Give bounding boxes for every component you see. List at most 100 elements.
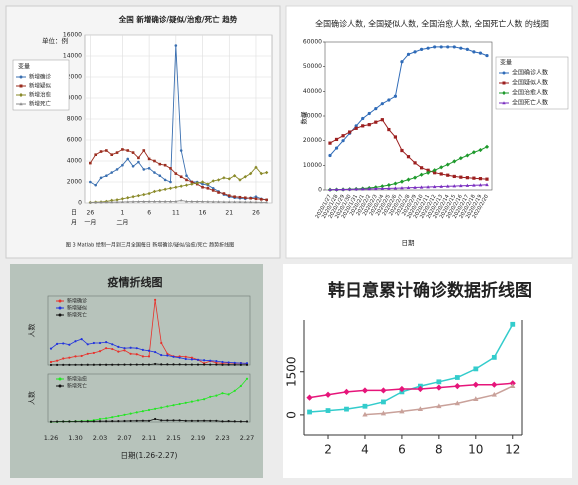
marker <box>62 342 65 345</box>
marker <box>399 179 405 184</box>
marker <box>439 184 443 188</box>
marker <box>433 45 437 49</box>
marker <box>485 182 489 187</box>
marker <box>19 75 23 79</box>
x-tick-label: 1 <box>120 210 124 217</box>
marker <box>19 102 23 106</box>
marker <box>19 93 23 97</box>
marker <box>147 349 151 352</box>
marker <box>120 197 125 201</box>
marker <box>196 358 200 361</box>
marker <box>163 187 167 192</box>
marker <box>160 341 163 345</box>
marker <box>227 177 231 181</box>
marker <box>484 144 490 149</box>
marker <box>117 345 120 348</box>
marker <box>233 420 236 423</box>
marker <box>459 175 463 179</box>
marker <box>216 178 221 182</box>
y-tick-label: 30000 <box>303 113 322 120</box>
marker <box>341 134 345 138</box>
marker <box>347 187 352 191</box>
marker <box>478 147 483 153</box>
marker <box>105 417 108 420</box>
marker <box>115 200 119 204</box>
marker <box>88 201 92 204</box>
marker <box>80 338 83 341</box>
marker <box>343 388 350 395</box>
marker <box>393 186 398 190</box>
marker <box>387 127 391 132</box>
marker <box>142 199 146 203</box>
marker <box>380 102 384 106</box>
marker <box>393 181 398 186</box>
marker <box>190 363 193 366</box>
marker <box>99 200 103 204</box>
marker <box>92 363 95 366</box>
marker <box>49 347 53 350</box>
legend-label: 新增死亡 <box>67 312 87 319</box>
marker <box>211 179 215 183</box>
line-series <box>89 148 267 201</box>
marker <box>248 171 253 176</box>
marker <box>98 350 102 353</box>
legend-label: 新增疑似 <box>29 82 52 90</box>
marker <box>227 200 231 203</box>
marker <box>221 360 224 364</box>
marker <box>472 183 476 187</box>
marker <box>485 53 489 58</box>
marker <box>98 363 102 366</box>
marker <box>154 362 157 366</box>
marker <box>245 363 249 366</box>
marker <box>227 363 230 366</box>
marker <box>190 400 193 403</box>
axis-row-label: 日 <box>71 210 77 217</box>
marker <box>380 184 385 189</box>
y-tick-label: 50000 <box>303 63 322 70</box>
marker <box>184 363 187 366</box>
marker <box>249 196 252 200</box>
marker <box>439 172 443 176</box>
marker <box>264 170 269 175</box>
marker <box>131 164 135 168</box>
x-tick-label: 16 <box>199 210 207 217</box>
marker <box>399 408 405 414</box>
marker <box>239 363 242 366</box>
marker <box>179 184 183 188</box>
marker <box>436 379 442 385</box>
marker <box>473 396 479 401</box>
panel-3 <box>10 264 263 478</box>
marker <box>94 153 97 156</box>
marker <box>245 377 249 380</box>
x-tick-label: 12 <box>505 443 520 457</box>
caption: 图 3 Matlab 绘制一月到三月全国每日 新增确诊/疑似/治愈/死亡 趋势折… <box>66 242 234 249</box>
marker <box>239 420 242 423</box>
marker <box>432 168 437 173</box>
marker <box>413 161 417 165</box>
marker <box>123 347 126 350</box>
marker <box>374 107 378 111</box>
marker <box>459 46 463 50</box>
y-tick-label: 1500 <box>285 356 299 387</box>
marker <box>92 341 95 345</box>
marker <box>374 186 378 191</box>
marker <box>99 150 103 153</box>
marker <box>166 354 169 357</box>
marker <box>361 387 369 394</box>
x-tick-label: 2.27 <box>240 434 254 442</box>
marker <box>86 352 89 355</box>
x-tick-label: 2.15 <box>166 434 180 442</box>
marker <box>115 151 119 154</box>
marker <box>233 195 236 198</box>
marker <box>80 420 83 423</box>
marker <box>110 198 114 203</box>
marker <box>49 363 53 367</box>
marker <box>393 94 398 98</box>
marker <box>184 419 187 422</box>
chart-title: 全国 新增确诊/疑似/治愈/死亡 趋势 <box>118 14 238 24</box>
marker <box>502 71 506 75</box>
y-tick-label: 16000 <box>63 32 82 39</box>
marker <box>129 412 132 415</box>
marker <box>166 405 169 408</box>
marker <box>374 120 378 124</box>
